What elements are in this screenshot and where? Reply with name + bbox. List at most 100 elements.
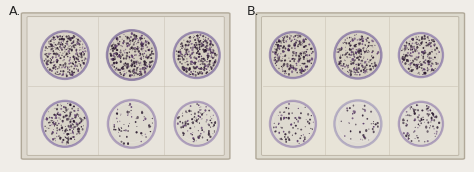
Ellipse shape — [76, 65, 77, 67]
Ellipse shape — [368, 45, 370, 46]
Ellipse shape — [65, 126, 66, 127]
Ellipse shape — [296, 63, 297, 64]
Ellipse shape — [198, 118, 199, 120]
Ellipse shape — [123, 71, 125, 72]
Ellipse shape — [192, 132, 193, 133]
Ellipse shape — [129, 103, 131, 106]
Ellipse shape — [63, 71, 64, 72]
Ellipse shape — [202, 136, 203, 138]
Ellipse shape — [413, 120, 415, 121]
Ellipse shape — [425, 126, 428, 129]
Ellipse shape — [436, 62, 437, 63]
Ellipse shape — [133, 47, 134, 50]
Ellipse shape — [284, 70, 286, 72]
Ellipse shape — [131, 32, 133, 35]
Ellipse shape — [275, 51, 277, 54]
Ellipse shape — [205, 65, 207, 67]
Ellipse shape — [427, 70, 428, 71]
Ellipse shape — [72, 72, 73, 74]
Ellipse shape — [207, 55, 209, 57]
Ellipse shape — [136, 118, 137, 119]
Ellipse shape — [73, 72, 75, 73]
Ellipse shape — [137, 42, 138, 43]
Ellipse shape — [177, 58, 180, 60]
Ellipse shape — [53, 37, 55, 39]
Ellipse shape — [114, 62, 115, 63]
Ellipse shape — [410, 65, 411, 66]
Ellipse shape — [298, 122, 299, 123]
Ellipse shape — [64, 107, 67, 109]
Ellipse shape — [182, 56, 183, 57]
Ellipse shape — [296, 72, 298, 73]
Ellipse shape — [278, 68, 280, 69]
Ellipse shape — [210, 46, 212, 48]
Ellipse shape — [294, 35, 296, 37]
Ellipse shape — [112, 44, 113, 46]
Ellipse shape — [292, 66, 294, 68]
Ellipse shape — [297, 140, 299, 142]
Ellipse shape — [146, 46, 147, 48]
Ellipse shape — [295, 42, 297, 44]
Ellipse shape — [128, 111, 130, 113]
Ellipse shape — [45, 126, 46, 127]
Ellipse shape — [359, 54, 361, 55]
Ellipse shape — [418, 140, 419, 142]
Ellipse shape — [73, 124, 74, 126]
Ellipse shape — [408, 60, 409, 61]
Ellipse shape — [346, 52, 348, 53]
Ellipse shape — [74, 121, 75, 123]
Ellipse shape — [182, 135, 184, 136]
Ellipse shape — [203, 66, 205, 68]
Ellipse shape — [116, 67, 118, 69]
Ellipse shape — [74, 64, 76, 67]
Ellipse shape — [180, 49, 181, 50]
Ellipse shape — [354, 56, 355, 57]
Ellipse shape — [409, 45, 410, 46]
Ellipse shape — [129, 75, 130, 77]
Ellipse shape — [124, 52, 126, 53]
Ellipse shape — [190, 56, 191, 57]
Ellipse shape — [205, 50, 207, 52]
Ellipse shape — [412, 46, 414, 48]
Ellipse shape — [70, 45, 71, 46]
Ellipse shape — [126, 42, 128, 44]
Ellipse shape — [47, 64, 49, 65]
Ellipse shape — [54, 64, 55, 65]
FancyBboxPatch shape — [262, 17, 459, 155]
Ellipse shape — [112, 58, 114, 60]
Ellipse shape — [204, 46, 206, 48]
Ellipse shape — [430, 42, 431, 44]
Ellipse shape — [193, 62, 195, 64]
Ellipse shape — [291, 47, 292, 49]
Ellipse shape — [373, 121, 374, 122]
Ellipse shape — [131, 55, 133, 56]
Ellipse shape — [74, 60, 75, 61]
Ellipse shape — [305, 54, 307, 56]
Ellipse shape — [433, 41, 435, 42]
Ellipse shape — [364, 66, 366, 69]
Ellipse shape — [54, 67, 55, 68]
Ellipse shape — [197, 136, 200, 138]
Ellipse shape — [346, 65, 348, 67]
Ellipse shape — [274, 46, 275, 47]
Ellipse shape — [304, 138, 306, 140]
Ellipse shape — [363, 123, 365, 124]
Ellipse shape — [210, 56, 212, 58]
Ellipse shape — [71, 42, 73, 44]
Ellipse shape — [427, 67, 428, 69]
Ellipse shape — [288, 73, 290, 76]
Ellipse shape — [119, 54, 120, 56]
Ellipse shape — [145, 68, 146, 69]
Ellipse shape — [182, 126, 184, 128]
Ellipse shape — [127, 111, 128, 114]
Ellipse shape — [144, 63, 146, 65]
Ellipse shape — [372, 128, 374, 130]
Ellipse shape — [196, 103, 198, 105]
Ellipse shape — [122, 55, 123, 56]
Ellipse shape — [71, 133, 72, 134]
Ellipse shape — [344, 135, 346, 137]
Ellipse shape — [191, 52, 193, 55]
Ellipse shape — [189, 40, 191, 42]
Ellipse shape — [356, 64, 357, 65]
Ellipse shape — [352, 39, 354, 41]
